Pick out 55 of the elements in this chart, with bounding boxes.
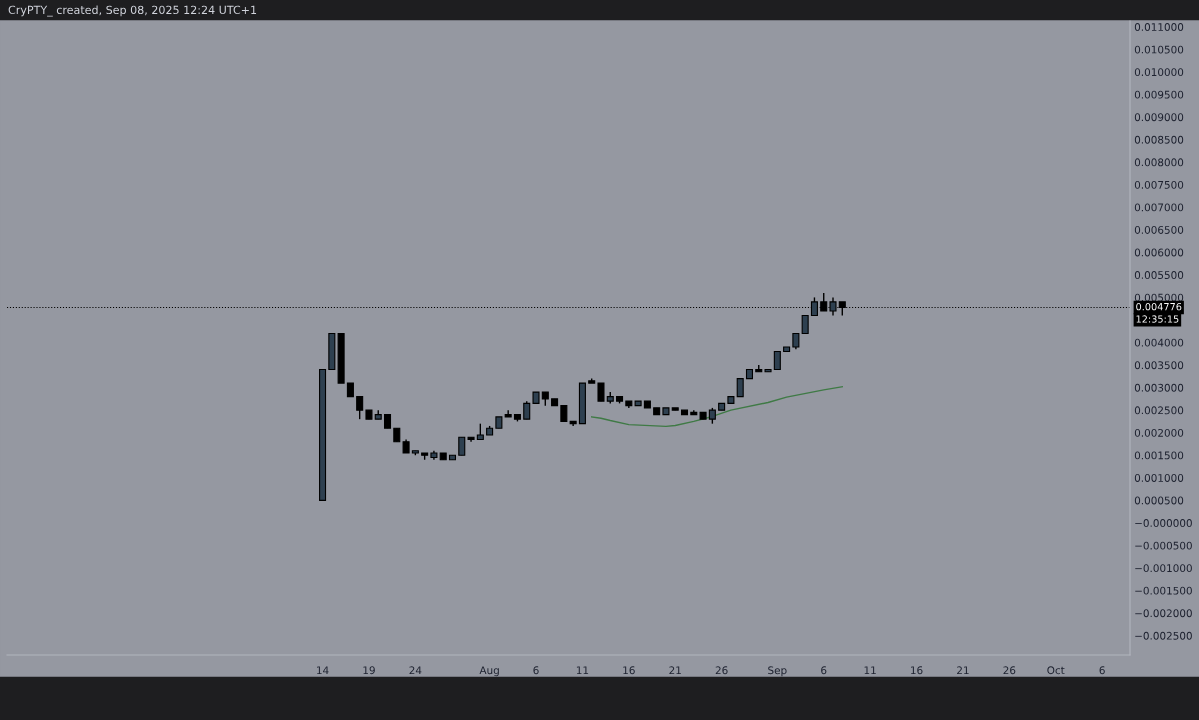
y-tick-label: 0.010500 bbox=[1134, 45, 1184, 54]
y-tick-label: 0.000500 bbox=[1134, 496, 1184, 505]
candlestick bbox=[523, 400, 531, 420]
y-tick-label: 0.002000 bbox=[1134, 428, 1184, 437]
y-tick-label: 0.007500 bbox=[1134, 180, 1184, 189]
text: 12:35:15 bbox=[1136, 315, 1179, 323]
y-tick-label: −0.000000 bbox=[1135, 519, 1192, 527]
y-tick-label: 0.009000 bbox=[1134, 113, 1184, 122]
x-tick-label: 6 bbox=[533, 666, 539, 675]
candlestick bbox=[597, 382, 605, 402]
x-tick-label: 24 bbox=[409, 666, 422, 675]
y-tick-label: 0.001500 bbox=[1134, 451, 1184, 460]
x-tick-label: 16 bbox=[623, 666, 635, 675]
line-series bbox=[591, 386, 843, 428]
y-tick-label: −0.001000 bbox=[1135, 564, 1192, 573]
y-tick-label: 0.010000 bbox=[1134, 68, 1184, 77]
x-tick-label: 11 bbox=[576, 666, 589, 675]
y-tick-label: 0.011000 bbox=[1134, 23, 1184, 31]
x-tick-label: 16 bbox=[911, 666, 923, 675]
x-tick-label: Sep bbox=[768, 666, 787, 677]
y-tick-label: −0.000500 bbox=[1135, 541, 1192, 550]
candlestick bbox=[458, 436, 466, 456]
candlestick bbox=[356, 395, 364, 420]
x-tick-label: 6 bbox=[821, 666, 827, 675]
x-tick-label: 26 bbox=[1003, 666, 1016, 675]
x-tick-label: Oct bbox=[1047, 666, 1065, 675]
y-tick-label: 0.005500 bbox=[1134, 271, 1184, 279]
y-tick-label: 0.008500 bbox=[1134, 135, 1184, 144]
y-tick-label: 0.001000 bbox=[1134, 474, 1184, 482]
x-tick-label: 19 bbox=[363, 666, 375, 675]
y-tick-label: −0.001500 bbox=[1135, 586, 1192, 595]
x-tick-label: Aug bbox=[479, 666, 499, 677]
y-tick-label: 0.006500 bbox=[1134, 226, 1184, 234]
x-tick-label: 21 bbox=[957, 666, 969, 675]
x-tick-label: 26 bbox=[715, 666, 728, 675]
y-tick-label: −0.002000 bbox=[1135, 609, 1192, 618]
y-tick-label: 0.005000 bbox=[1134, 293, 1184, 302]
y-tick-label: 0.009500 bbox=[1134, 90, 1184, 99]
x-tick-label: 6 bbox=[1099, 666, 1105, 675]
x-tick-label: 21 bbox=[669, 666, 681, 675]
candlestick bbox=[773, 350, 781, 371]
text: CryPTY_ created, Sep 08, 2025 12:24 UTC+1 bbox=[8, 5, 257, 17]
y-tick-label: 0.008000 bbox=[1134, 158, 1184, 167]
y-tick-label: 0.006000 bbox=[1134, 248, 1184, 257]
y-tick-label: 0.002500 bbox=[1134, 406, 1184, 415]
ref-line-label: 0.004776 bbox=[1136, 302, 1182, 311]
y-tick-label: 0.004000 bbox=[1134, 338, 1184, 347]
y-tick-label: −0.002500 bbox=[1135, 631, 1192, 640]
candlestick bbox=[801, 314, 809, 335]
x-tick-label: 11 bbox=[864, 666, 876, 675]
y-tick-label: 0.007000 bbox=[1134, 203, 1184, 212]
candlestick bbox=[736, 378, 744, 398]
y-tick-label: 0.003000 bbox=[1134, 383, 1184, 392]
y-tick-label: 0.003500 bbox=[1134, 361, 1184, 370]
x-tick-label: 14 bbox=[317, 666, 329, 675]
